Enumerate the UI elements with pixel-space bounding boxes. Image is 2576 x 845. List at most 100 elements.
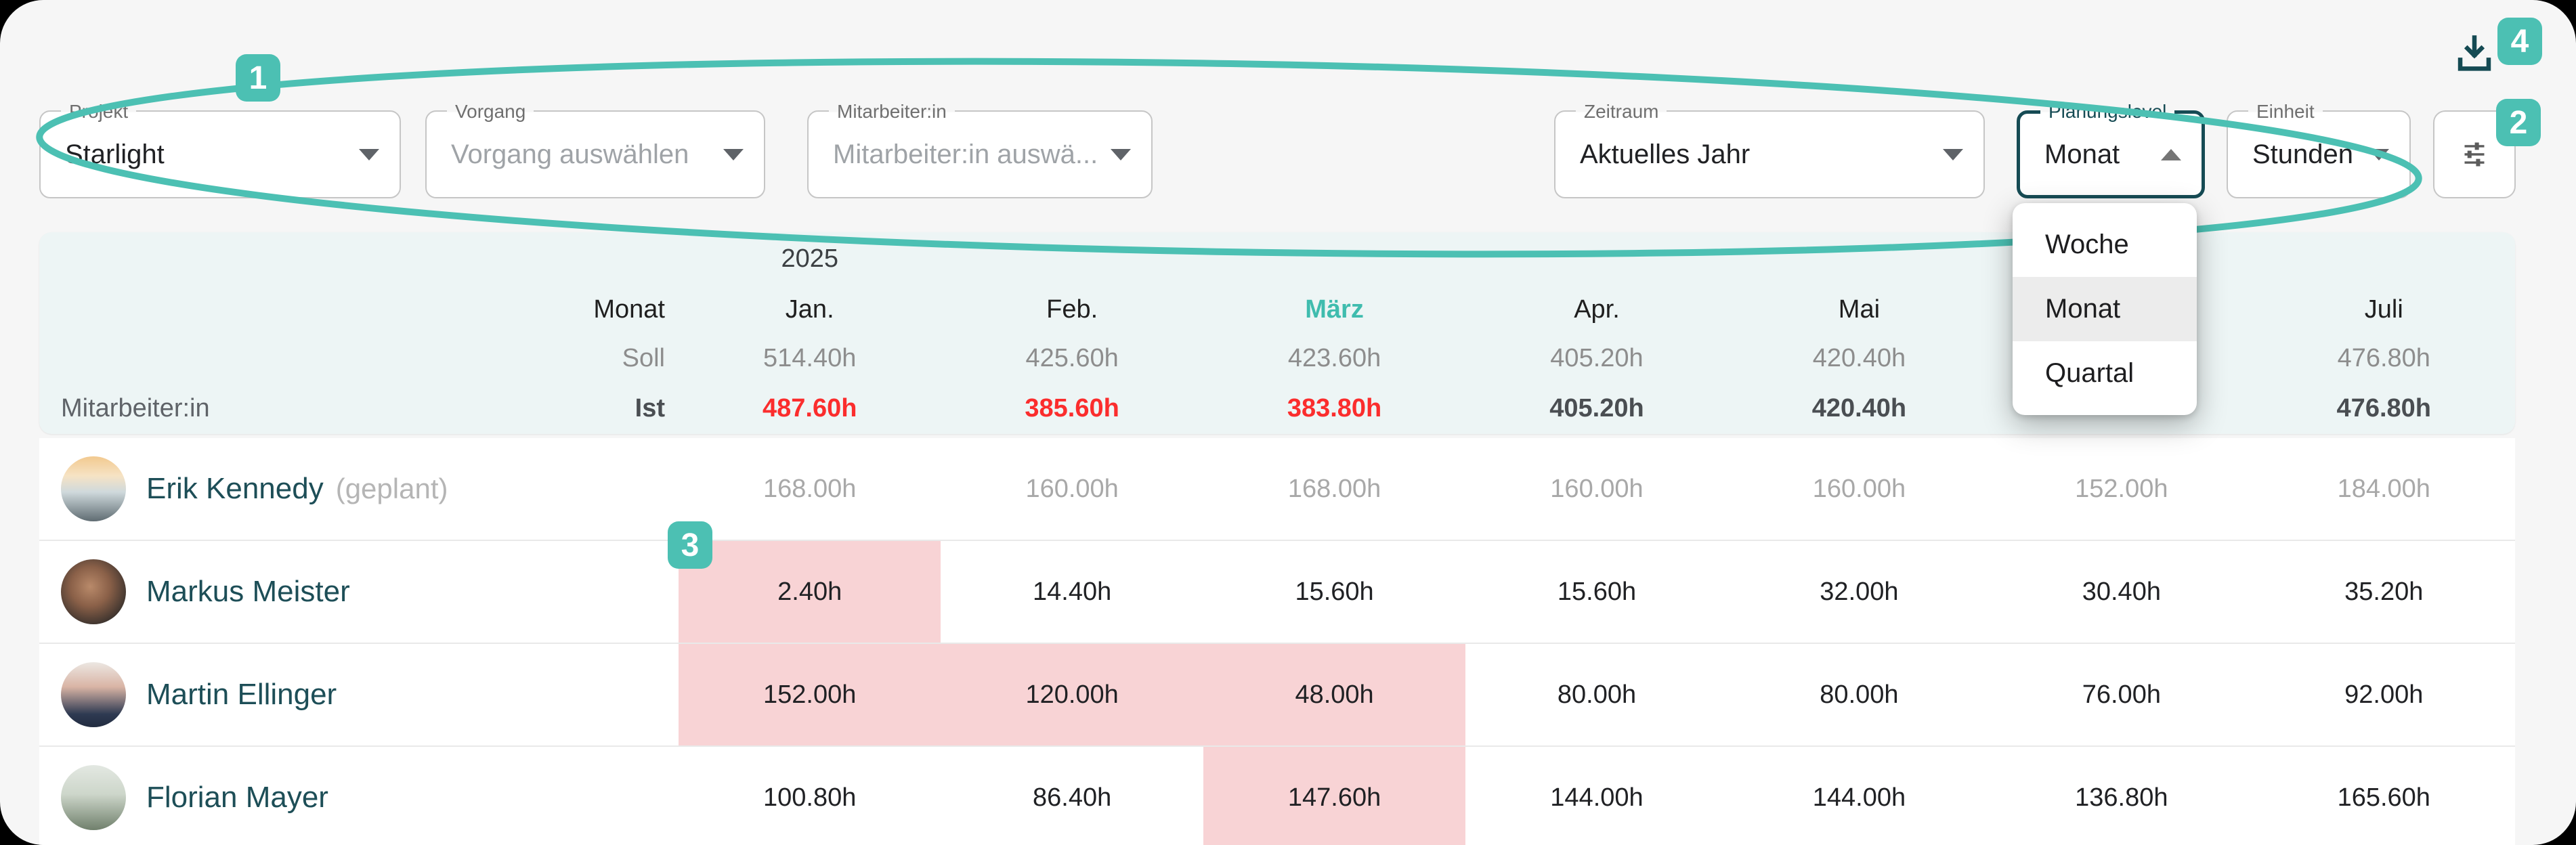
chevron-down-icon	[1943, 148, 1963, 160]
employee-select[interactable]: Mitarbeiter:in Mitarbeiter:in auswä...	[807, 100, 1153, 198]
hours-cell[interactable]: 165.60h	[2337, 783, 2430, 812]
hours-cell[interactable]: 184.00h	[2337, 474, 2430, 503]
month-header: Apr.	[1574, 295, 1620, 324]
hours-cell[interactable]: 144.00h	[1550, 783, 1644, 812]
capacity-table-body: Erik Kennedy (geplant) 168.00h 160.00h 168.0…	[39, 438, 2515, 845]
annotation-badge-2: 2	[2496, 99, 2541, 146]
annotation-badge-1: 1	[236, 54, 280, 102]
ist-value: 385.60h	[1025, 393, 1119, 422]
hours-cell[interactable]: 15.60h	[1295, 577, 1374, 606]
soll-value: 476.80h	[2337, 343, 2430, 372]
hours-cell[interactable]: 160.00h	[1550, 474, 1644, 503]
avatar	[61, 559, 126, 624]
menu-item-woche[interactable]: Woche	[2045, 230, 2129, 259]
hours-cell[interactable]: 152.00h	[2075, 474, 2168, 503]
unit-label: Einheit	[2248, 100, 2323, 123]
annotation-badge-4: 4	[2497, 18, 2542, 65]
planning-level-select[interactable]: Planungslevel Monat	[2017, 100, 2205, 198]
hours-cell[interactable]: 100.80h	[763, 783, 857, 812]
hours-cell[interactable]: 80.00h	[1557, 680, 1637, 709]
ist-value: 476.80h	[2336, 393, 2431, 422]
download-button[interactable]	[2446, 26, 2503, 84]
ist-value: 487.60h	[762, 393, 857, 422]
employee-name-suffix: (geplant)	[335, 473, 448, 504]
hours-cell[interactable]: 92.00h	[2344, 680, 2424, 709]
hours-cell[interactable]: 15.60h	[1557, 577, 1637, 606]
project-select[interactable]: Projekt Starlight	[39, 100, 401, 198]
task-select[interactable]: Vorgang Vorgang auswählen	[425, 100, 765, 198]
download-icon	[2457, 35, 2491, 71]
period-label: Zeitraum	[1576, 100, 1667, 123]
hours-cell[interactable]: 76.00h	[2082, 680, 2161, 709]
employee-row: Florian Mayer 100.80h 86.40h 147.60h 144.00h…	[39, 745, 2515, 845]
employee-row: Martin Ellinger 152.00h 120.00h 48.00h 80.00…	[39, 643, 2515, 745]
ist-label: Ist	[635, 393, 665, 422]
project-value: Starlight	[65, 139, 165, 169]
task-label: Vorgang	[447, 100, 534, 123]
chevron-down-icon	[1111, 148, 1131, 160]
hours-cell[interactable]: 14.40h	[1033, 577, 1112, 606]
hours-cell[interactable]: 80.00h	[1820, 680, 1899, 709]
row-axis-label: Mitarbeiter:in	[61, 393, 210, 422]
soll-value: 514.40h	[763, 343, 857, 372]
soll-row: Soll 514.40h 425.60h 423.60h 405.20h 420.40h…	[39, 334, 2515, 383]
ist-row: Mitarbeiter:in Ist 487.60h 385.60h 383.80h…	[39, 383, 2515, 434]
hours-cell[interactable]: 152.00h	[679, 644, 941, 745]
annotation-badge-3: 3	[668, 521, 712, 569]
hours-cell[interactable]: 35.20h	[2344, 577, 2424, 606]
unit-select[interactable]: Einheit Stunden	[2227, 100, 2411, 198]
hours-cell[interactable]: 147.60h	[1203, 747, 1466, 845]
hours-cell[interactable]: 32.00h	[1820, 577, 1899, 606]
employee-row: Erik Kennedy (geplant) 168.00h 160.00h 168.0…	[39, 438, 2515, 540]
chevron-down-icon	[2369, 148, 2389, 160]
period-select[interactable]: Zeitraum Aktuelles Jahr	[1554, 100, 1985, 198]
employee-name-cell[interactable]: Martin Ellinger	[39, 644, 679, 745]
chevron-down-icon	[723, 148, 744, 160]
hours-cell[interactable]: 144.00h	[1812, 783, 1906, 812]
month-header: März	[1305, 295, 1364, 324]
planning-level-value: Monat	[2044, 139, 2120, 169]
menu-item-quartal[interactable]: Quartal	[2045, 358, 2134, 388]
chevron-up-icon	[2161, 148, 2181, 160]
avatar	[61, 765, 126, 830]
hours-cell[interactable]: 120.00h	[941, 644, 1203, 745]
hours-cell[interactable]: 160.00h	[1812, 474, 1906, 503]
unit-value: Stunden	[2252, 139, 2354, 169]
task-placeholder: Vorgang auswählen	[451, 139, 689, 169]
employee-name-cell[interactable]: Markus Meister	[39, 541, 679, 643]
hours-cell[interactable]: 48.00h	[1203, 644, 1466, 745]
tune-icon	[2464, 142, 2485, 167]
month-header: Mai	[1838, 295, 1881, 324]
month-header-row: Monat Jan. Feb. März Apr. Mai Juli	[39, 285, 2515, 334]
employee-name-cell[interactable]: Erik Kennedy (geplant)	[39, 438, 679, 540]
ist-value: 405.20h	[1549, 393, 1644, 422]
project-label: Projekt	[61, 100, 137, 123]
hours-cell[interactable]: 86.40h	[1033, 783, 1112, 812]
employee-row: Markus Meister 2.40h 14.40h 15.60h 15.60h 32.…	[39, 540, 2515, 643]
hours-cell[interactable]: 136.80h	[2075, 783, 2168, 812]
menu-item-monat[interactable]: Monat	[2013, 277, 2197, 341]
planning-level-menu: Woche Monat Quartal	[2013, 203, 2197, 415]
employee-name: Florian Mayer	[146, 781, 328, 814]
planning-level-label: Planungslevel	[2040, 100, 2175, 123]
hours-cell[interactable]: 30.40h	[2082, 577, 2161, 606]
employee-label: Mitarbeiter:in	[829, 100, 955, 123]
employee-name: Erik Kennedy	[146, 472, 324, 505]
ist-value: 383.80h	[1287, 393, 1382, 422]
employee-name-cell[interactable]: Florian Mayer	[39, 747, 679, 845]
month-header: Feb.	[1046, 295, 1098, 324]
employee-name: Martin Ellinger	[146, 678, 337, 711]
soll-value: 425.60h	[1025, 343, 1119, 372]
employee-name: Markus Meister	[146, 575, 350, 608]
hours-cell[interactable]: 168.00h	[763, 474, 857, 503]
chevron-down-icon	[359, 148, 379, 160]
month-header: Jan.	[785, 295, 834, 324]
ist-value: 420.40h	[1811, 393, 1907, 422]
hours-cell[interactable]: 168.00h	[1287, 474, 1381, 503]
hours-cell[interactable]: 160.00h	[1025, 474, 1119, 503]
hours-cell[interactable]: 2.40h	[679, 541, 941, 643]
soll-value: 423.60h	[1287, 343, 1381, 372]
month-header: Juli	[2364, 295, 2403, 324]
soll-value: 420.40h	[1812, 343, 1906, 372]
